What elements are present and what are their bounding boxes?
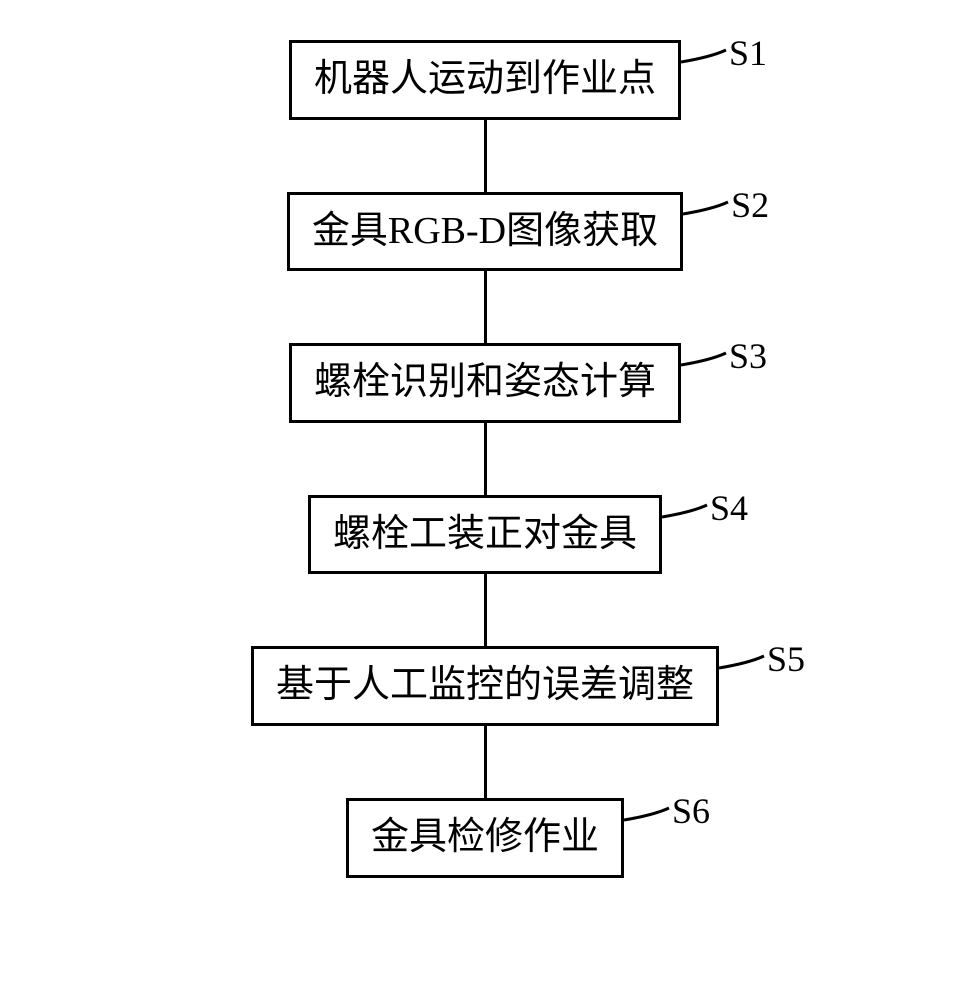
connector-line (483, 574, 486, 646)
connector-line (483, 120, 486, 192)
step-label-s4: S4 (710, 487, 748, 529)
step-row-s1: 机器人运动到作业点 S1 (289, 40, 681, 120)
step-box-s3: 螺栓识别和姿态计算 (289, 343, 681, 423)
step-label-s6: S6 (672, 790, 710, 832)
step-row-s5: 基于人工监控的误差调整 S5 (251, 646, 719, 726)
step-box-s4: 螺栓工装正对金具 (308, 495, 662, 575)
step-row-s6: 金具检修作业 S6 (346, 798, 624, 878)
step-label-s5: S5 (767, 638, 805, 680)
connector-line (483, 271, 486, 343)
step-row-s4: 螺栓工装正对金具 S4 (308, 495, 662, 575)
step-box-s6: 金具检修作业 (346, 798, 624, 878)
step-label-s2: S2 (731, 184, 769, 226)
connector-line (483, 726, 486, 798)
step-row-s2: 金具RGB-D图像获取 S2 (287, 192, 683, 272)
step-label-s1: S1 (729, 32, 767, 74)
step-box-s1: 机器人运动到作业点 (289, 40, 681, 120)
step-label-s3: S3 (729, 335, 767, 377)
step-box-s2: 金具RGB-D图像获取 (287, 192, 683, 272)
step-row-s3: 螺栓识别和姿态计算 S3 (289, 343, 681, 423)
connector-line (483, 423, 486, 495)
step-box-s5: 基于人工监控的误差调整 (251, 646, 719, 726)
flowchart-container: 机器人运动到作业点 S1 金具RGB-D图像获取 S2 螺栓识别和姿态计算 S3… (251, 40, 719, 878)
